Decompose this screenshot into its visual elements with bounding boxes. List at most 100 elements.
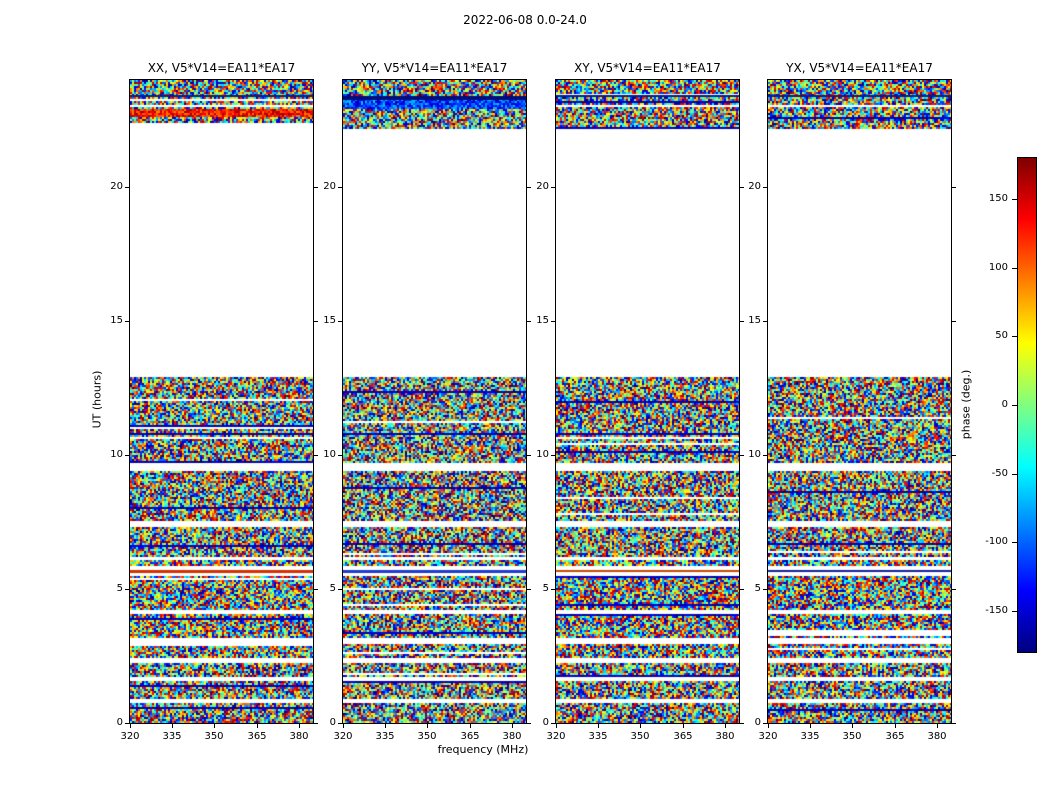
y-tick-mark: [952, 321, 956, 322]
colorbar-tick-mark: [1012, 474, 1017, 475]
y-tick-mark: [527, 321, 531, 322]
y-tick-mark: [763, 455, 767, 456]
colorbar-tick-mark: [1012, 611, 1017, 612]
x-tick-label: 335: [162, 731, 182, 742]
y-tick-mark: [527, 455, 531, 456]
y-tick-mark: [763, 187, 767, 188]
x-tick-mark: [427, 724, 428, 728]
figure-title: 2022-06-08 0.0-24.0: [463, 13, 587, 27]
y-tick-mark: [125, 187, 129, 188]
x-tick-mark: [343, 724, 344, 728]
x-tick-label: 320: [333, 731, 353, 742]
x-tick-label: 365: [673, 731, 693, 742]
x-tick-mark: [172, 724, 173, 728]
x-tick-mark: [640, 724, 641, 728]
y-tick-mark: [551, 321, 555, 322]
x-tick-label: 335: [588, 731, 608, 742]
x-tick-mark: [214, 724, 215, 728]
y-tick-label: 10: [536, 449, 549, 460]
y-tick-label: 15: [748, 315, 761, 326]
x-tick-label: 320: [758, 731, 778, 742]
x-tick-label: 365: [885, 731, 905, 742]
y-tick-mark: [551, 187, 555, 188]
y-tick-mark: [740, 321, 744, 322]
y-tick-label: 20: [748, 181, 761, 192]
y-tick-label: 15: [323, 315, 336, 326]
panel-canvas-yy: [343, 80, 526, 723]
y-tick-label: 0: [754, 717, 761, 728]
panel-xy: [555, 79, 740, 724]
y-tick-mark: [125, 723, 129, 724]
y-tick-mark: [314, 723, 318, 724]
y-tick-label: 20: [323, 181, 336, 192]
x-tick-label: 380: [289, 731, 309, 742]
x-tick-mark: [556, 724, 557, 728]
y-tick-mark: [740, 589, 744, 590]
colorbar-tick-mark: [1012, 199, 1017, 200]
x-tick-label: 350: [842, 731, 862, 742]
x-tick-label: 365: [247, 731, 267, 742]
y-tick-mark: [125, 455, 129, 456]
panel-yy: [342, 79, 527, 724]
y-tick-mark: [551, 589, 555, 590]
panel-canvas-xy: [556, 80, 739, 723]
x-axis-label: frequency (MHz): [437, 743, 529, 756]
x-tick-label: 380: [502, 731, 522, 742]
colorbar-label: phase (deg.): [959, 369, 973, 440]
colorbar: [1017, 157, 1037, 653]
x-tick-mark: [937, 724, 938, 728]
y-tick-mark: [338, 455, 342, 456]
x-tick-mark: [130, 724, 131, 728]
y-tick-label: 10: [748, 449, 761, 460]
x-tick-label: 365: [460, 731, 480, 742]
y-tick-mark: [314, 321, 318, 322]
x-tick-label: 380: [927, 731, 947, 742]
x-tick-mark: [512, 724, 513, 728]
y-tick-label: 0: [329, 717, 336, 728]
colorbar-tick-label: 150: [988, 193, 1008, 204]
colorbar-tick-label: -50: [991, 468, 1008, 479]
x-tick-mark: [768, 724, 769, 728]
y-tick-label: 5: [116, 583, 123, 594]
y-tick-label: 20: [110, 181, 123, 192]
colorbar-tick-mark: [1012, 542, 1017, 543]
x-tick-mark: [257, 724, 258, 728]
y-tick-label: 10: [323, 449, 336, 460]
y-tick-label: 10: [110, 449, 123, 460]
y-tick-mark: [527, 187, 531, 188]
x-tick-mark: [895, 724, 896, 728]
x-tick-mark: [470, 724, 471, 728]
y-tick-mark: [740, 187, 744, 188]
panel-canvas-yx: [768, 80, 951, 723]
y-tick-mark: [338, 723, 342, 724]
y-tick-label: 0: [542, 717, 549, 728]
x-tick-mark: [810, 724, 811, 728]
panel-title-xy: XY, V5*V14=EA11*EA17: [574, 61, 721, 75]
y-tick-mark: [125, 589, 129, 590]
y-tick-mark: [952, 589, 956, 590]
x-tick-label: 350: [204, 731, 224, 742]
y-tick-mark: [338, 321, 342, 322]
y-tick-label: 15: [110, 315, 123, 326]
y-tick-mark: [952, 723, 956, 724]
y-tick-label: 5: [754, 583, 761, 594]
y-tick-mark: [952, 187, 956, 188]
y-tick-label: 20: [536, 181, 549, 192]
y-tick-label: 5: [542, 583, 549, 594]
colorbar-tick-mark: [1012, 336, 1017, 337]
x-tick-mark: [852, 724, 853, 728]
colorbar-tick-label: -100: [985, 536, 1008, 547]
y-tick-mark: [314, 455, 318, 456]
x-tick-label: 320: [120, 731, 140, 742]
y-axis-label: UT (hours): [90, 370, 104, 429]
y-tick-mark: [527, 723, 531, 724]
colorbar-tick-mark: [1012, 268, 1017, 269]
x-tick-label: 350: [630, 731, 650, 742]
panel-canvas-xx: [130, 80, 313, 723]
x-tick-label: 335: [375, 731, 395, 742]
y-tick-mark: [551, 723, 555, 724]
y-tick-mark: [551, 455, 555, 456]
x-tick-mark: [683, 724, 684, 728]
colorbar-tick-label: 100: [988, 262, 1008, 273]
